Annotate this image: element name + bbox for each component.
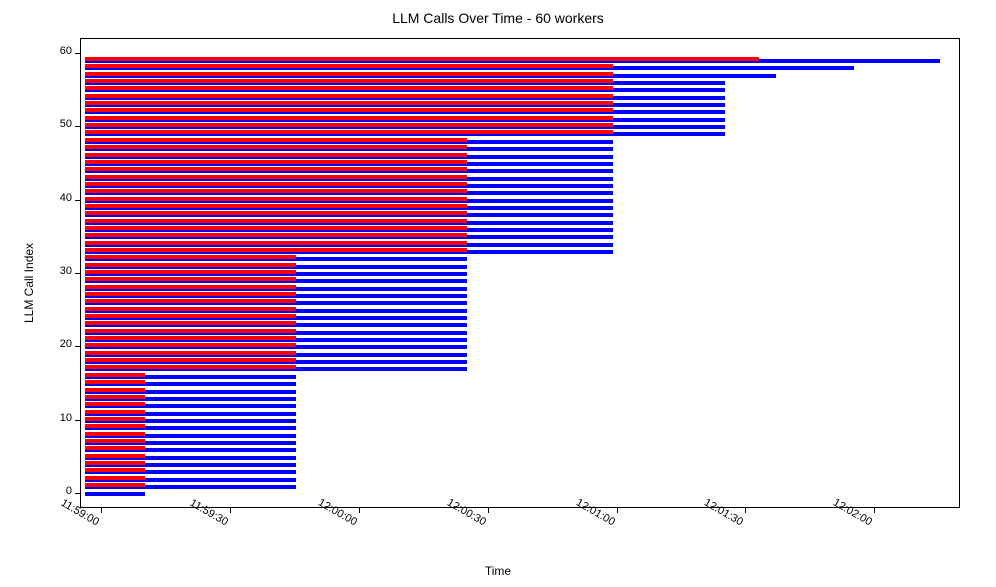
data-bar [85,277,295,281]
y-tick-label: 10 [40,412,72,424]
data-bar [85,343,295,347]
data-bar [85,314,295,318]
y-tick [75,126,80,127]
data-bar [85,101,613,105]
y-tick [75,53,80,54]
data-bar [85,175,467,179]
data-bar [85,189,467,193]
x-tick [101,508,102,513]
data-bar [85,388,145,392]
data-bar [85,226,467,230]
x-tick [745,508,746,513]
data-bar [85,123,613,127]
data-bar [85,233,467,237]
y-tick-label: 50 [40,118,72,130]
data-bar [85,483,145,487]
data-bar [85,116,613,120]
data-bar [85,285,295,289]
data-bar [85,299,295,303]
data-bar [85,64,613,68]
data-bar [85,197,467,201]
data-bar [85,358,295,362]
data-bar [85,380,145,384]
data-bar [85,145,467,149]
data-bar [85,321,295,325]
data-bar [85,79,613,83]
data-bar [85,468,145,472]
data-bar [85,432,145,436]
x-tick [230,508,231,513]
data-bar [85,329,295,333]
y-tick [75,273,80,274]
data-bar [85,402,145,406]
x-tick [874,508,875,513]
data-bar [85,72,613,76]
data-bar [85,292,295,296]
data-bar [85,424,145,428]
x-tick [617,508,618,513]
y-tick [75,346,80,347]
data-bar [85,439,145,443]
x-axis-label: Time [0,564,996,578]
x-tick [488,508,489,513]
data-bar [85,204,467,208]
data-bar [85,395,145,399]
chart-figure: LLM Calls Over Time - 60 workers Time LL… [0,0,996,587]
data-bar [85,211,467,215]
y-tick-label: 20 [40,338,72,350]
y-tick-label: 0 [40,485,72,497]
data-bar [85,241,467,245]
data-bar [85,476,145,480]
data-bar [85,373,145,377]
y-tick-label: 40 [40,192,72,204]
data-bar [85,57,759,61]
y-axis-label: LLM Call Index [22,243,36,323]
data-bar [85,182,467,186]
data-bar [85,86,613,90]
data-bar [85,492,145,496]
data-bar [85,307,295,311]
data-bar [85,138,467,142]
data-bar [85,270,295,274]
data-bar [85,130,613,134]
y-tick [75,200,80,201]
y-tick [75,493,80,494]
y-tick [75,420,80,421]
data-bar [85,351,295,355]
y-tick-label: 30 [40,265,72,277]
data-bar [85,417,145,421]
chart-title: LLM Calls Over Time - 60 workers [0,10,996,26]
data-bar [85,446,145,450]
plot-area [80,38,960,508]
x-tick [359,508,360,513]
data-bar [85,108,613,112]
data-bar [85,153,467,157]
data-bar [85,454,145,458]
data-bar [85,365,295,369]
data-bar [85,336,295,340]
data-bar [85,410,145,414]
data-bar [85,94,613,98]
data-bar [85,248,467,252]
y-tick-label: 60 [40,45,72,57]
data-bar [85,263,295,267]
data-bar [85,160,467,164]
data-bar [85,461,145,465]
data-bar [85,219,467,223]
data-bar [85,255,295,259]
data-bar [85,167,467,171]
